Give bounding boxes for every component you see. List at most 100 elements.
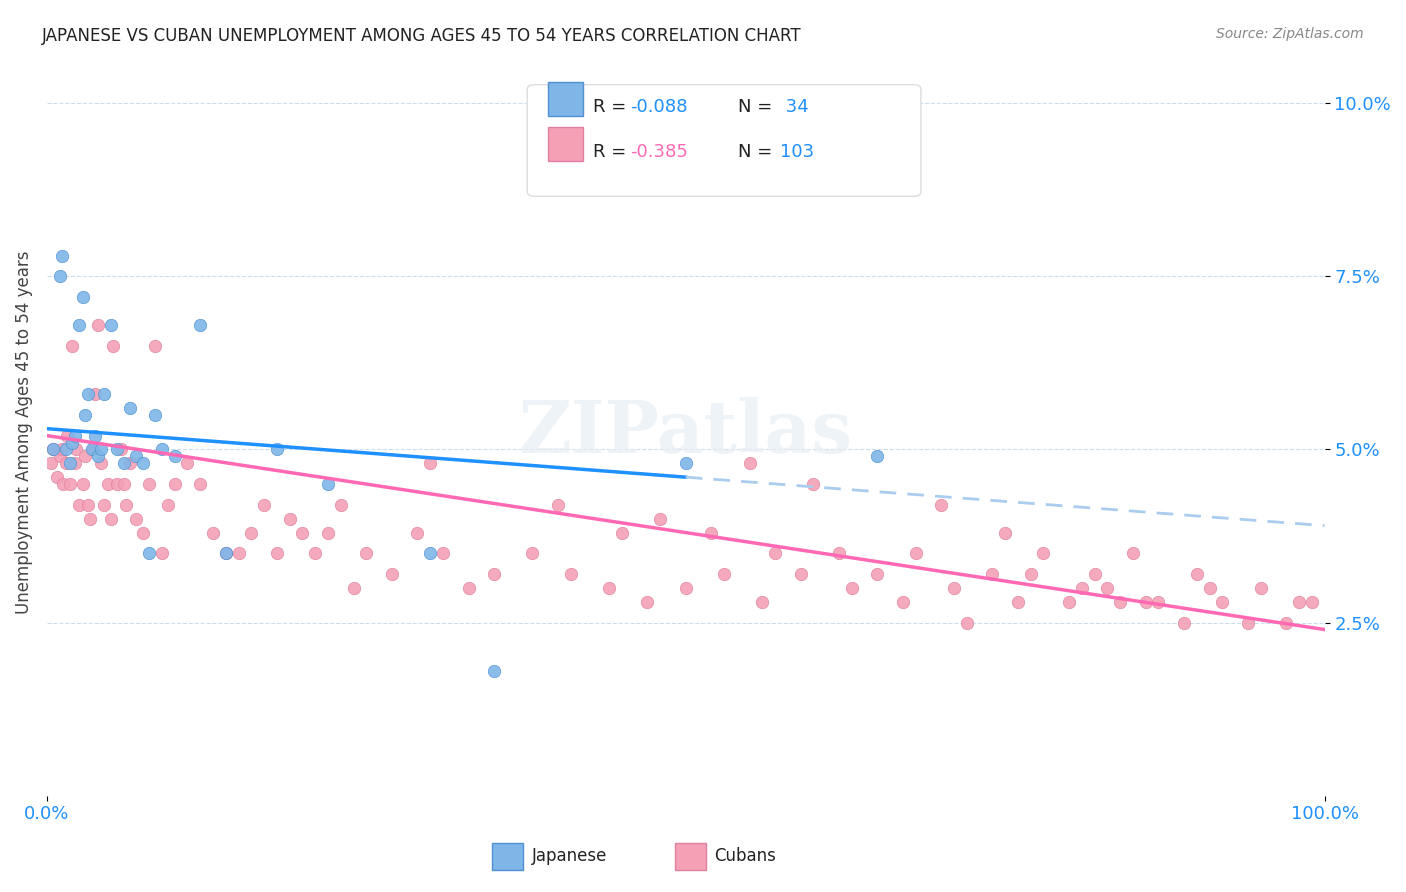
Point xyxy=(75,450,97,464)
Text: N =: N = xyxy=(738,98,778,116)
Point xyxy=(103,338,125,352)
Point xyxy=(1083,567,1105,582)
Point xyxy=(266,546,288,560)
Text: ZIPatlas: ZIPatlas xyxy=(519,397,853,467)
Point xyxy=(48,269,70,284)
Point xyxy=(188,477,211,491)
Point xyxy=(105,442,128,457)
Point xyxy=(650,512,672,526)
Point xyxy=(48,450,70,464)
Point xyxy=(115,498,138,512)
Point xyxy=(981,567,1004,582)
Point xyxy=(1032,546,1054,560)
Point xyxy=(100,512,122,526)
Text: 103: 103 xyxy=(780,143,814,161)
Point xyxy=(419,546,441,560)
Point xyxy=(278,512,301,526)
Point xyxy=(138,477,160,491)
Point xyxy=(100,318,122,332)
Point xyxy=(75,408,97,422)
Point xyxy=(1275,615,1298,630)
Point xyxy=(84,387,107,401)
Point xyxy=(1109,595,1132,609)
Point xyxy=(56,428,79,442)
Point xyxy=(215,546,238,560)
Point xyxy=(675,456,697,470)
Point xyxy=(97,477,120,491)
Point xyxy=(157,498,180,512)
Point xyxy=(176,456,198,470)
Point xyxy=(304,546,326,560)
Point xyxy=(39,456,62,470)
Point xyxy=(93,387,115,401)
Point xyxy=(1250,581,1272,595)
Point xyxy=(751,595,773,609)
Point xyxy=(82,442,104,457)
Point xyxy=(316,525,339,540)
Point xyxy=(929,498,952,512)
Point xyxy=(65,442,87,457)
Point xyxy=(1097,581,1119,595)
Point xyxy=(125,450,148,464)
Text: JAPANESE VS CUBAN UNEMPLOYMENT AMONG AGES 45 TO 54 YEARS CORRELATION CHART: JAPANESE VS CUBAN UNEMPLOYMENT AMONG AGE… xyxy=(42,27,801,45)
Point xyxy=(63,456,86,470)
Point xyxy=(112,477,135,491)
Point xyxy=(342,581,364,595)
Point xyxy=(1007,595,1029,609)
Point xyxy=(67,498,90,512)
Point xyxy=(52,477,75,491)
Point xyxy=(1147,595,1170,609)
Point xyxy=(1173,615,1195,630)
Point xyxy=(87,318,110,332)
Point xyxy=(76,498,98,512)
Point xyxy=(560,567,582,582)
Point xyxy=(63,428,86,442)
Point xyxy=(763,546,786,560)
Point xyxy=(93,498,115,512)
Point xyxy=(636,595,658,609)
Point xyxy=(67,318,90,332)
Point xyxy=(79,512,101,526)
Point xyxy=(482,567,505,582)
Point xyxy=(59,456,82,470)
Point xyxy=(841,581,863,595)
Point xyxy=(145,408,167,422)
Point xyxy=(866,450,889,464)
Point xyxy=(1237,615,1260,630)
Point xyxy=(419,456,441,470)
Point xyxy=(150,546,173,560)
Text: R =: R = xyxy=(593,98,633,116)
Point xyxy=(1198,581,1220,595)
Point xyxy=(118,456,141,470)
Point xyxy=(80,442,103,457)
Point xyxy=(150,442,173,457)
Point xyxy=(1288,595,1310,609)
Text: Japanese: Japanese xyxy=(531,847,607,865)
Point xyxy=(132,525,155,540)
Point xyxy=(76,387,98,401)
Point xyxy=(1122,546,1144,560)
Point xyxy=(72,477,94,491)
Point xyxy=(55,442,77,457)
Point xyxy=(789,567,811,582)
Point xyxy=(90,442,112,457)
Point xyxy=(675,581,697,595)
Point xyxy=(803,477,825,491)
Point xyxy=(62,435,84,450)
Point xyxy=(215,546,238,560)
Point xyxy=(1019,567,1042,582)
Point xyxy=(522,546,544,560)
Point xyxy=(163,477,186,491)
Point xyxy=(994,525,1017,540)
Point xyxy=(240,525,263,540)
Text: N =: N = xyxy=(738,143,778,161)
Point xyxy=(253,498,276,512)
Point xyxy=(700,525,723,540)
Point xyxy=(598,581,620,595)
Point xyxy=(87,450,110,464)
Point xyxy=(356,546,378,560)
Point xyxy=(112,456,135,470)
Point xyxy=(46,470,69,484)
Point xyxy=(51,248,73,262)
Point xyxy=(457,581,479,595)
